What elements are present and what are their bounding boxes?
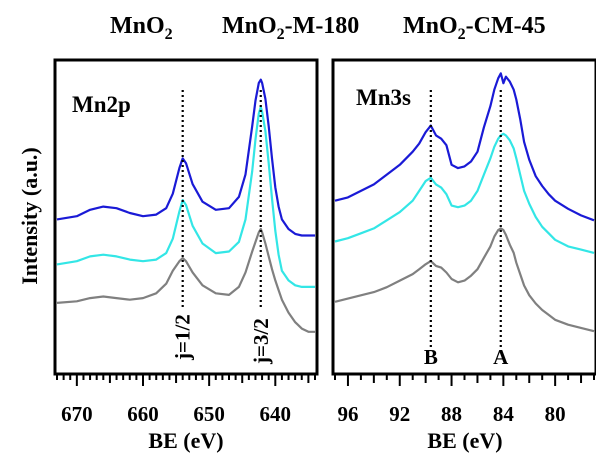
panel-mn2p-markers: j=1/2 j=3/2 [171, 90, 273, 365]
marker-label-mn2p-0: j=1/2 [171, 314, 195, 361]
x-axis-label-mn3s: BE (eV) [427, 428, 502, 453]
panel-mn2p-frame [53, 58, 319, 376]
x-tick-label-mn3s: 80 [545, 402, 566, 426]
x-tick-label-mn3s: 92 [389, 402, 410, 426]
x-tick-label-mn3s: 84 [493, 402, 515, 426]
x-axis-label-mn2p: BE (eV) [148, 428, 223, 453]
marker-label-mn3s-0: B [424, 345, 438, 369]
x-tick-label-mn2p: 650 [193, 402, 225, 426]
marker-label-mn2p-1: j=3/2 [249, 318, 273, 365]
series-mn3s-mno2-m-180 [334, 132, 595, 254]
legend-entry-mno2: MnO2 [110, 13, 173, 43]
series-mn2p-mno2 [56, 78, 315, 237]
panel-mn2p: Mn2p j=1/2 j=3/2 670 660 650 640 BE (eV) [53, 58, 319, 453]
panel-label-mn3s: Mn3s [356, 85, 411, 110]
panel-mn3s-series [334, 72, 595, 333]
y-axis-label: Intensity (a.u.) [17, 147, 42, 285]
x-tick-label-mn3s: 88 [441, 402, 462, 426]
x-tick-label-mn2p: 660 [127, 402, 159, 426]
series-mn3s-mno2-cm-45 [334, 227, 595, 333]
x-tick-label-mn2p: 670 [61, 402, 93, 426]
series-mn2p-mno2-m-180 [56, 105, 315, 288]
legend-entry-mno2-m-180: MnO2-M-180 [222, 13, 359, 43]
legend-entry-mno2-cm-45: MnO2-CM-45 [403, 13, 546, 43]
panel-mn2p-ticks: 670 660 650 640 [56, 374, 316, 426]
panel-mn3s-ticks: 96 92 88 84 80 [334, 374, 595, 426]
marker-label-mn3s-1: A [493, 345, 509, 369]
x-tick-label-mn2p: 640 [260, 402, 292, 426]
panel-mn2p-series [56, 78, 315, 333]
series-mn2p-mno2-cm-45 [56, 227, 315, 333]
series-mn3s-mno2 [334, 72, 595, 222]
legend: MnO2 MnO2-M-180 MnO2-CM-45 [110, 13, 546, 43]
x-tick-label-mn3s: 96 [337, 402, 358, 426]
panel-label-mn2p: Mn2p [72, 92, 131, 117]
